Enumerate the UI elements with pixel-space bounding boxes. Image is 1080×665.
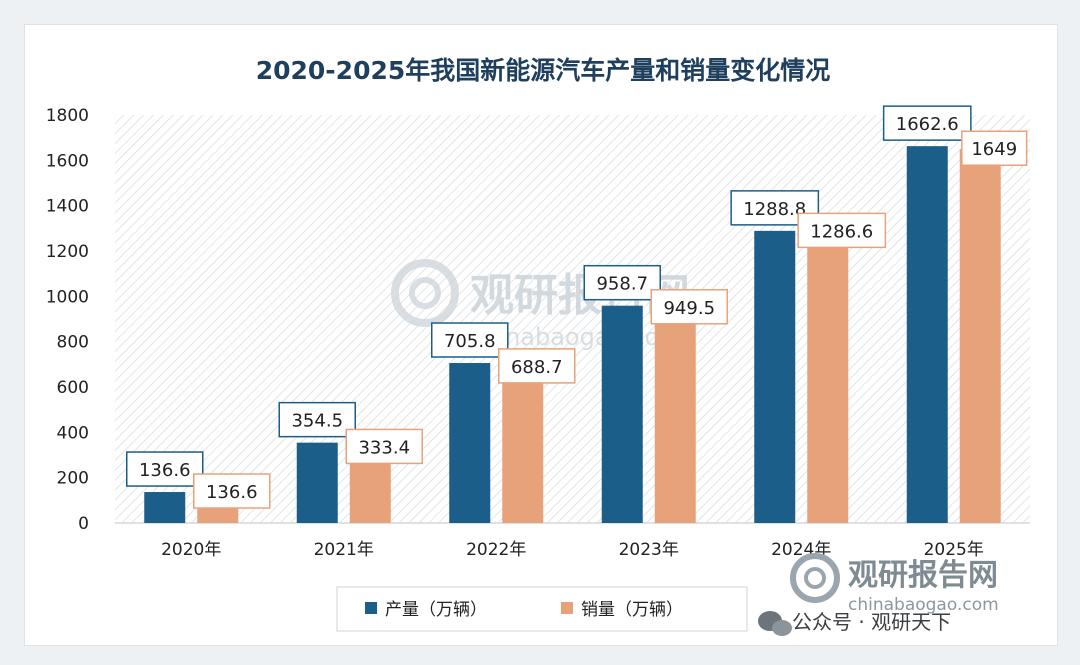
data-labels: 136.6 136.6 354.5 333.4 705.8 688.7 958.7 949.5…	[126, 105, 1028, 509]
legend-label: 销量（万辆）	[581, 600, 683, 620]
x-tick-label: 2022年	[466, 540, 526, 560]
data-label-box	[498, 348, 576, 384]
data-label-box	[730, 190, 820, 226]
data-label-box	[961, 130, 1028, 166]
bar-series-0	[296, 442, 338, 523]
legend: 产量（万辆） 销量（万辆）	[336, 586, 748, 632]
data-label: 136.6	[139, 460, 191, 481]
y-tick-label: 1600	[46, 151, 89, 171]
corner-logo-icon	[790, 553, 840, 603]
bar-series-1	[654, 307, 696, 523]
legend-swatch	[561, 602, 573, 614]
y-axis: 0 200 400 600 800 1000 1200 1400 1600 1800	[46, 106, 89, 534]
y-tick-label: 1000	[46, 287, 89, 307]
data-label-box	[583, 264, 661, 301]
bar-series-0	[906, 146, 948, 524]
bar-series-0	[754, 230, 796, 523]
data-label-box	[797, 212, 887, 249]
corner-branding: 观研报告网 chinabaogao.com 公众号 · 观研天下	[758, 553, 999, 636]
plot-area	[115, 115, 1030, 523]
data-label: 333.4	[358, 437, 410, 458]
data-label: 705.8	[444, 331, 496, 352]
legend-label: 产量（万辆）	[385, 600, 487, 620]
footer-account: 公众号 · 观研天下	[792, 610, 951, 634]
legend-swatch	[365, 602, 377, 614]
data-label-box	[650, 289, 728, 325]
data-label-box	[345, 428, 423, 465]
data-label-box	[278, 401, 356, 438]
data-label: 688.7	[511, 357, 563, 378]
data-label: 949.5	[663, 298, 715, 319]
corner-brand: 观研报告网	[848, 558, 998, 593]
bar-series-1	[502, 366, 544, 523]
data-label-box	[193, 473, 271, 509]
y-tick-label: 800	[57, 333, 89, 353]
y-tick-label: 1200	[46, 242, 89, 262]
y-tick-label: 400	[57, 423, 89, 443]
y-tick-label: 1400	[46, 197, 89, 217]
legend-box	[336, 586, 748, 632]
data-label: 1649	[971, 139, 1017, 160]
y-tick-label: 200	[57, 469, 89, 489]
y-tick-label: 1800	[46, 106, 89, 126]
chart-card: 2020-2025年我国新能源汽车产量和销量变化情况 观研报告网 chinaba…	[24, 24, 1058, 646]
data-label-box	[126, 451, 204, 487]
wechat-icon	[758, 611, 792, 636]
chart-title: 2020-2025年我国新能源汽车产量和销量变化情况	[256, 56, 831, 85]
bar-series-0	[449, 363, 491, 523]
x-axis: 2020年 2021年 2022年 2023年 2024年 2025年	[161, 540, 984, 560]
data-label-box	[882, 105, 972, 141]
data-label: 1288.8	[743, 199, 806, 220]
x-tick-label: 2023年	[619, 540, 679, 560]
x-tick-label: 2025年	[924, 540, 984, 560]
bar-series-0	[144, 492, 186, 523]
data-label-box	[431, 322, 509, 358]
watermark-logo-icon	[391, 259, 459, 327]
bar-chart: 2020-2025年我国新能源汽车产量和销量变化情况 观研报告网 chinaba…	[46, 56, 1030, 636]
y-tick-label: 0	[78, 514, 89, 534]
y-tick-label: 600	[57, 378, 89, 398]
data-label: 1662.6	[896, 114, 959, 135]
x-tick-label: 2020年	[161, 540, 221, 560]
bar-series-1	[807, 231, 849, 523]
data-label: 958.7	[596, 274, 648, 295]
data-label: 136.6	[206, 482, 258, 503]
data-label: 354.5	[291, 411, 343, 432]
x-tick-label: 2021年	[314, 540, 374, 560]
corner-url: chinabaogao.com	[848, 595, 999, 615]
data-label: 1286.6	[810, 221, 873, 242]
bar-series-0	[601, 305, 643, 523]
bar-series-1	[959, 149, 1001, 523]
